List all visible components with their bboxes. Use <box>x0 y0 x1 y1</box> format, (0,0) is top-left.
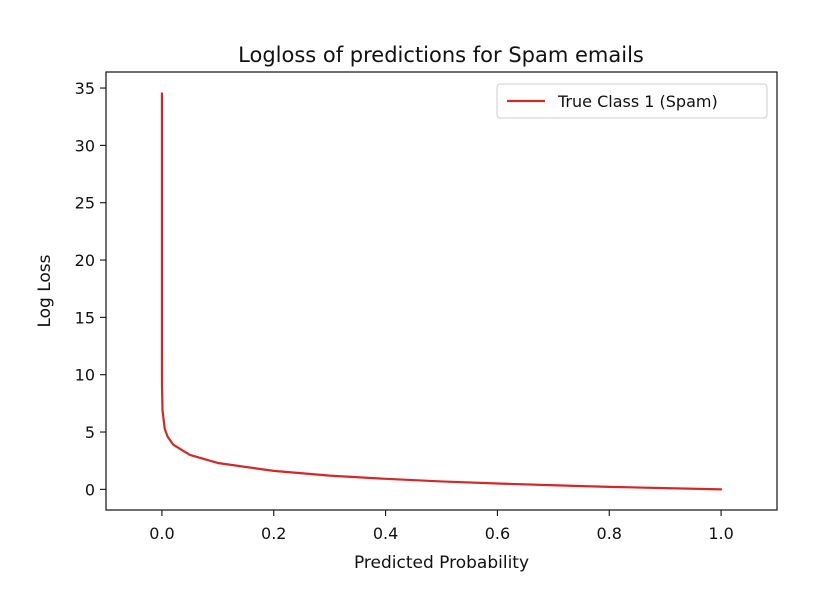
legend-label: True Class 1 (Spam) <box>557 92 718 111</box>
y-tick-label: 25 <box>75 194 95 213</box>
x-tick-label: 0.8 <box>597 524 622 543</box>
series-line-true-class-1 <box>160 92 723 491</box>
x-tick-label: 0.4 <box>373 524 398 543</box>
legend-frame <box>496 83 768 119</box>
x-tick-label: 0.6 <box>485 524 510 543</box>
y-axis-label: Log Loss <box>35 254 55 327</box>
plot-frame <box>105 71 778 511</box>
ticks-layer: 0.0 0.2 0.4 0.6 0.8 1.0 0 5 10 15 20 25 30 35 <box>75 79 734 543</box>
y-tick-label: 30 <box>75 136 95 155</box>
x-axis-label: Predicted Probability <box>354 553 529 573</box>
y-tick-label: 20 <box>75 251 95 270</box>
plot-area <box>160 92 723 491</box>
x-tick-label: 1.0 <box>708 524 733 543</box>
x-tick-label: 0.2 <box>261 524 286 543</box>
y-tick-label: 35 <box>75 79 95 98</box>
x-tick-label: 0.0 <box>149 524 174 543</box>
y-tick-label: 10 <box>75 366 95 385</box>
legend: True Class 1 (Spam) <box>496 83 768 119</box>
y-tick-label: 0 <box>85 480 95 499</box>
y-tick-label: 5 <box>85 423 95 442</box>
chart-title: Logloss of predictions for Spam emails <box>238 43 644 67</box>
y-tick-label: 15 <box>75 308 95 327</box>
